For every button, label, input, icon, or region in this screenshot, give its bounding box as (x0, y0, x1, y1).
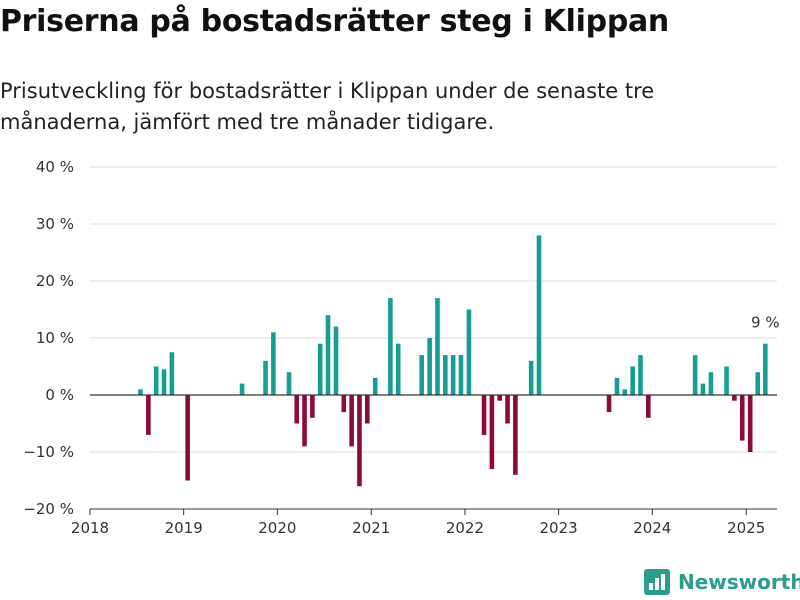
gridlines (90, 166, 777, 453)
bar (372, 377, 378, 395)
x-tick-label: 2019 (165, 519, 203, 537)
bar (700, 383, 706, 395)
bar (708, 372, 714, 395)
bar (239, 383, 245, 395)
x-tick-label: 2020 (258, 519, 296, 537)
bars (138, 235, 768, 487)
bar (724, 366, 729, 395)
chart-title: Priserna på bostadsrätter steg i Klippan (0, 4, 669, 39)
y-tick-label: −20 % (23, 500, 74, 518)
bar (138, 389, 143, 395)
bar-chart: −20 %−10 %0 %10 %20 %30 %40 % 2018 2019 20… (23, 158, 780, 537)
bar (732, 395, 737, 401)
bar (294, 395, 300, 424)
bar (302, 395, 307, 447)
bar (161, 369, 167, 395)
bar (458, 355, 464, 395)
bar (630, 366, 635, 395)
bar (435, 298, 440, 395)
bar (317, 343, 323, 395)
bar (357, 395, 362, 487)
bar (466, 309, 472, 395)
y-tick-label: 0 % (45, 386, 74, 404)
bar (646, 395, 651, 418)
y-tick-label: 40 % (36, 158, 74, 176)
y-axis-labels: −20 % −10 % 0 % 10 % 20 % 30 % 40 % (23, 158, 74, 518)
x-tick-label: 2023 (540, 519, 578, 537)
bar (271, 332, 276, 395)
x-tick-label: 2024 (633, 519, 671, 537)
x-tick-label: 2018 (71, 519, 109, 537)
bar (528, 360, 534, 395)
bar (763, 343, 768, 395)
bar (614, 377, 620, 395)
bar (622, 389, 628, 395)
annotation-label: 9 % (751, 314, 780, 332)
bar (153, 366, 159, 395)
brand-name: Newsworthy (678, 570, 800, 594)
bar (606, 395, 612, 413)
brand-logo: Newsworthy (644, 566, 800, 598)
bar (364, 395, 370, 424)
bar (739, 395, 745, 441)
bar-chart-icon (644, 569, 670, 595)
bar (497, 395, 503, 401)
x-tick-label: 2025 (727, 519, 765, 537)
y-tick-label: 20 % (36, 272, 74, 290)
bar (395, 343, 401, 395)
bar (450, 355, 456, 395)
bar (310, 395, 315, 418)
y-tick-label: 10 % (36, 329, 74, 347)
bar (388, 298, 393, 395)
bar (146, 395, 151, 435)
x-tick-label: 2022 (446, 519, 484, 537)
bar (505, 395, 510, 424)
bar (481, 395, 487, 435)
bar (755, 372, 761, 395)
bar (185, 395, 190, 481)
bar (536, 235, 542, 395)
bar (692, 355, 698, 395)
bar (341, 395, 347, 413)
bar (325, 315, 331, 395)
bar (638, 355, 643, 395)
bar (513, 395, 518, 475)
x-axis-labels: 2018 2019 2020 2021 2022 2023 2024 2025 (71, 509, 765, 537)
bar (419, 355, 424, 395)
bar (443, 355, 448, 395)
bar (333, 326, 339, 395)
bar (427, 338, 432, 395)
y-tick-label: 30 % (36, 215, 74, 233)
bar (349, 395, 354, 447)
x-tick-label: 2021 (352, 519, 390, 537)
bar (286, 372, 292, 395)
bar (263, 360, 268, 395)
chart-subtitle: Prisutveckling för bostadsrätter i Klipp… (0, 79, 655, 134)
y-tick-label: −10 % (23, 443, 74, 461)
bar (169, 352, 175, 395)
bar (747, 395, 753, 452)
bar (489, 395, 495, 470)
